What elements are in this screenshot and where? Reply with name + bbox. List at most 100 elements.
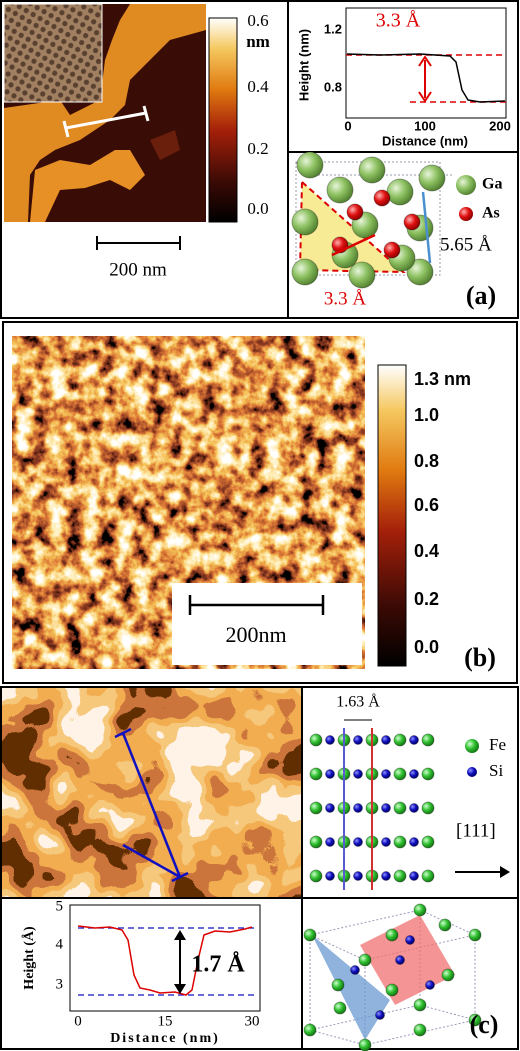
terrace [4,4,206,222]
atom [468,928,482,942]
x-axis-label: Distance (nm) [382,133,468,148]
atom [406,258,434,286]
stm-image [2,688,301,897]
profile-line [62,120,70,138]
colorbar-tick: 0.4 [414,541,439,561]
atom [358,953,372,967]
inset-atomic [3,3,103,103]
atom [421,767,435,781]
atom [309,869,323,883]
scale-bar-label: 200nm [225,622,286,647]
atom [325,769,335,779]
y-tick-label: 3 [56,976,64,992]
atom [409,769,419,779]
atom [325,735,335,745]
atom [405,935,415,945]
legend-marker [465,739,479,753]
atom [383,241,401,259]
atom [309,733,323,747]
profile-curve [346,53,506,103]
atom [353,871,363,881]
panel-border [0,0,519,319]
crystal [291,151,452,289]
y-tick-label: 0.8 [324,79,342,94]
atom [386,178,414,206]
legend-label: Fe [489,735,506,754]
atom [309,801,323,815]
profile-curve [77,925,253,996]
colorbar-tick: 0.2 [414,589,439,609]
colorbar [208,17,238,223]
atom [326,176,354,204]
atom [413,1023,427,1037]
panel-border [2,321,518,684]
shape: 1.3 nm 1.0 0.8 0.6 0.4 0.2 0.0 [414,369,471,657]
x-tick-label: 200 [489,118,511,133]
atom [296,151,324,179]
x-tick-label: 0 [74,1013,82,1029]
x-tick-label: 15 [158,1013,173,1029]
arrow-head [500,866,510,878]
profile-line [142,105,150,122]
atom [325,837,335,847]
y-axis-label: Height (nm) [296,29,311,101]
atom [418,164,446,192]
atom [381,735,391,745]
atom [375,1010,385,1020]
direction-label: [111] [456,820,496,841]
scale-bar-box [172,583,362,665]
atom [325,871,335,881]
atom [291,258,319,286]
annotation: 3.3 Å [376,10,421,32]
atom [331,978,345,992]
legend-label: Si [489,761,503,780]
atom [381,803,391,813]
profile-line [114,727,132,739]
x-axis-label: Distance (nm) [110,1031,220,1046]
atom [393,835,407,849]
crystal [303,903,482,1051]
atom [409,837,419,847]
lattice-label: 5.65 Å [440,234,492,255]
y-tick-label: 5 [56,898,64,914]
colorbar-tick: 1.3 nm [414,369,471,389]
atom [353,837,363,847]
atom [409,803,419,813]
atom [421,801,435,815]
atom [468,1013,482,1027]
colorbar-tick: 0.6 [247,11,268,30]
atom [393,801,407,815]
atom [385,928,399,942]
atom [421,733,435,747]
panel-label: (b) [464,643,496,672]
atom [358,156,386,184]
colorbar-tick: 0.2 [247,139,268,158]
atom [291,208,319,236]
colorbar [377,364,407,667]
legend-label: Ga [482,176,502,193]
atom [346,203,364,221]
profile-line [171,871,189,883]
legend-marker [459,207,473,221]
x-tick-label: 100 [414,118,436,133]
atom [333,1001,347,1015]
atom [303,928,317,942]
atom [403,213,421,231]
arrow [331,233,376,257]
profile-line [121,732,182,878]
atom [425,980,435,990]
atom [309,767,323,781]
arrow [421,191,432,264]
atom [413,998,427,1012]
profile-line [122,843,181,879]
annotation: 1.7 Å [191,952,245,978]
atom [309,835,323,849]
colorbar-tick: 0.8 [414,451,439,471]
atom [421,869,435,883]
atom [393,733,407,747]
atom [353,769,363,779]
lattice [309,733,435,883]
atom [373,189,391,207]
colorbar-tick: 0.0 [247,199,268,218]
